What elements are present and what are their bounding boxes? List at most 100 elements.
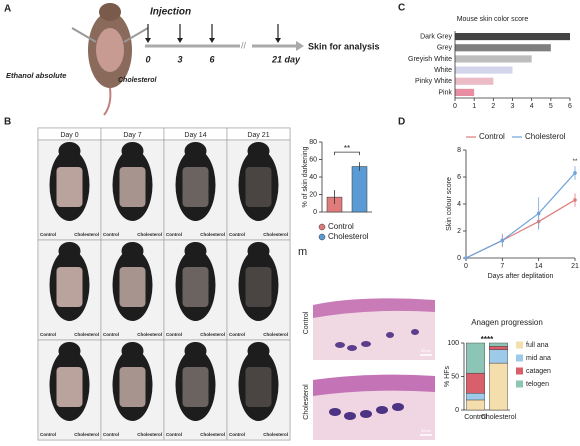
photo-label: Control xyxy=(40,232,56,237)
y-tick-label: 60 xyxy=(309,156,317,163)
y-tick-label: 20 xyxy=(309,191,317,198)
photo-label: Cholesterol xyxy=(263,432,288,437)
y-tick-label: 8 xyxy=(457,147,461,154)
bar xyxy=(455,44,551,52)
photo-label: Cholesterol xyxy=(263,332,288,337)
photo-label: Cholesterol xyxy=(137,432,162,437)
x-tick-label: 2 xyxy=(491,103,495,110)
panel-label: B xyxy=(4,117,11,128)
significance: ** xyxy=(573,159,578,165)
mouse-head xyxy=(121,242,144,260)
y-tick-label: 40 xyxy=(309,174,317,181)
y-tick-label: 80 xyxy=(309,139,317,146)
series-line xyxy=(465,199,576,259)
analysis-label: Skin for analysis xyxy=(308,41,380,51)
x-tick-label: 7 xyxy=(500,263,504,270)
panel-label: C xyxy=(398,3,405,14)
photo-label: Control xyxy=(166,432,182,437)
x-tick-label: 1 xyxy=(472,103,476,110)
mouse-drawing xyxy=(71,3,149,116)
shaved-patch xyxy=(182,367,209,407)
shaved-patch xyxy=(245,367,272,407)
day-label: 6 xyxy=(209,54,215,64)
category-label: Grey xyxy=(437,45,453,52)
y-tick-label: 0 xyxy=(455,407,459,414)
bar-segment xyxy=(489,362,508,411)
x-tick-label: 4 xyxy=(530,103,534,110)
bar xyxy=(455,55,532,63)
chart-title: Mouse skin color score xyxy=(457,16,529,23)
mouse-head xyxy=(58,142,81,160)
mouse-head xyxy=(247,242,270,260)
significance-bracket xyxy=(334,151,360,156)
histology-label: Control xyxy=(303,311,310,334)
point xyxy=(573,171,577,175)
x-tick-label: 21 xyxy=(571,263,579,270)
x-tick-label: 3 xyxy=(511,103,515,110)
y-tick-label: 0 xyxy=(313,209,317,216)
bar-segment xyxy=(466,393,485,401)
category-label: Dark Grey xyxy=(420,33,452,40)
legend-swatch xyxy=(318,233,326,241)
photo-label: Cholesterol xyxy=(200,332,225,337)
legend-label: Control xyxy=(328,222,354,231)
category-label: Pink xyxy=(438,89,452,96)
photo-label: Control xyxy=(103,332,119,337)
legend-label: catagen xyxy=(526,368,551,375)
shaved-patch xyxy=(56,167,83,207)
bar xyxy=(455,33,570,41)
significance: ** xyxy=(344,144,350,153)
mouse-head xyxy=(121,142,144,160)
y-tick-label: 2 xyxy=(457,228,461,235)
legend-label: full ana xyxy=(526,342,549,349)
shaved-patch xyxy=(245,167,272,207)
y-tick-label: 6 xyxy=(457,174,461,181)
shaved-patch xyxy=(182,267,209,307)
legend-label: Control xyxy=(479,132,505,141)
point xyxy=(536,211,541,216)
category-label: White xyxy=(434,67,452,74)
day-label: 0 xyxy=(145,54,150,64)
photo-label: Cholesterol xyxy=(137,332,162,337)
legend-swatch xyxy=(318,223,326,231)
category-label: Cholesterol xyxy=(481,414,517,421)
series-line xyxy=(465,172,576,259)
histology xyxy=(313,287,435,440)
bar xyxy=(455,66,513,74)
category-label: Pinky White xyxy=(415,78,452,85)
mouse-head xyxy=(121,342,144,360)
legend-swatch xyxy=(516,367,523,375)
legend-label: telogen xyxy=(526,381,549,388)
shaved-patch xyxy=(56,267,83,307)
panel-label: A xyxy=(4,4,11,15)
y-tick-label: 50 xyxy=(451,373,459,380)
bar xyxy=(351,166,368,213)
x-tick-label: 5 xyxy=(549,103,553,110)
panel-label: D xyxy=(398,117,405,128)
photo-label: Cholesterol xyxy=(200,432,225,437)
shaved-patch xyxy=(56,367,83,407)
legend-swatch xyxy=(516,354,523,362)
photo-label: Control xyxy=(229,332,245,337)
mouse-head xyxy=(247,342,270,360)
mouse-head xyxy=(58,342,81,360)
mouse-head xyxy=(184,242,207,260)
injection-label: Injection xyxy=(150,7,191,18)
scale-label: 50um xyxy=(421,348,432,353)
significance: **** xyxy=(481,335,494,344)
shaved-patch xyxy=(182,167,209,207)
category-label: Control xyxy=(464,414,487,421)
mouse-head xyxy=(184,342,207,360)
photo-label: Control xyxy=(103,232,119,237)
x-axis-label: Days after deplitation xyxy=(488,273,554,280)
y-tick-label: 100 xyxy=(447,340,459,347)
y-tick-label: 4 xyxy=(457,201,461,208)
photo-label: Control xyxy=(103,432,119,437)
photo-label: Cholesterol xyxy=(74,232,99,237)
legend-swatch xyxy=(516,380,523,388)
x-tick-label: 0 xyxy=(464,263,468,270)
point xyxy=(464,256,468,260)
y-axis-label: % HFs xyxy=(444,366,451,388)
x-tick-label: 14 xyxy=(535,263,543,270)
